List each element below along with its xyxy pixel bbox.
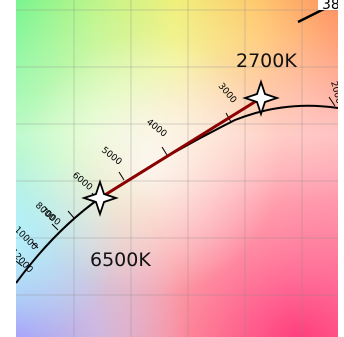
locus-tick-marks — [16, 96, 336, 267]
four-point-star-icon — [81, 179, 119, 217]
corner-scale-box: 38 — [318, 0, 340, 13]
end-kelvin-label: 2700K — [236, 50, 297, 72]
four-point-star-icon — [242, 79, 280, 117]
start-kelvin-label: 6500K — [90, 249, 151, 271]
corner-tick-label: 38 — [322, 0, 340, 13]
tick-label-2000: 2000 — [328, 80, 344, 105]
end-handle[interactable] — [242, 79, 280, 117]
chromaticity-background — [16, 0, 338, 337]
grid-lines — [16, 0, 338, 337]
start-handle[interactable] — [81, 179, 119, 217]
selected-range-segment — [98, 96, 263, 200]
